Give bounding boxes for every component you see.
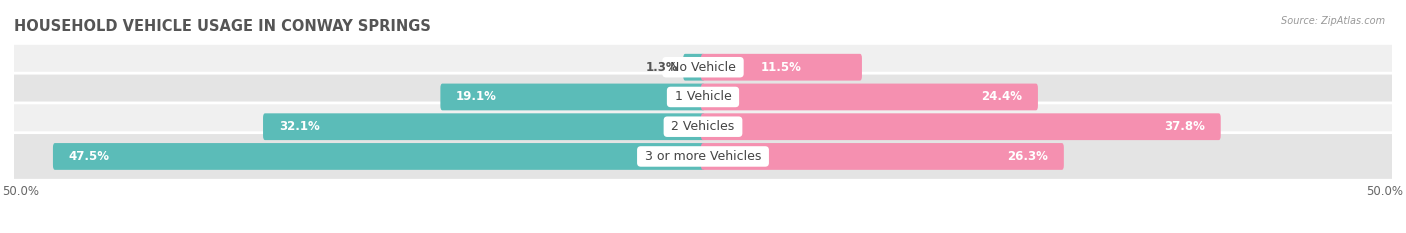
FancyBboxPatch shape xyxy=(10,103,1396,151)
Text: 19.1%: 19.1% xyxy=(456,90,496,103)
Text: 47.5%: 47.5% xyxy=(69,150,110,163)
FancyBboxPatch shape xyxy=(702,143,1064,170)
Text: 32.1%: 32.1% xyxy=(278,120,319,133)
FancyBboxPatch shape xyxy=(263,113,704,140)
Text: 37.8%: 37.8% xyxy=(1164,120,1205,133)
Text: 3 or more Vehicles: 3 or more Vehicles xyxy=(641,150,765,163)
Text: 24.4%: 24.4% xyxy=(981,90,1022,103)
FancyBboxPatch shape xyxy=(10,133,1396,180)
FancyBboxPatch shape xyxy=(683,54,704,81)
Text: 2 Vehicles: 2 Vehicles xyxy=(668,120,738,133)
FancyBboxPatch shape xyxy=(53,143,704,170)
Text: No Vehicle: No Vehicle xyxy=(666,61,740,74)
FancyBboxPatch shape xyxy=(10,73,1396,121)
Text: 11.5%: 11.5% xyxy=(761,61,801,74)
Text: HOUSEHOLD VEHICLE USAGE IN CONWAY SPRINGS: HOUSEHOLD VEHICLE USAGE IN CONWAY SPRING… xyxy=(14,19,430,34)
FancyBboxPatch shape xyxy=(702,84,1038,110)
FancyBboxPatch shape xyxy=(702,54,862,81)
Text: Source: ZipAtlas.com: Source: ZipAtlas.com xyxy=(1281,16,1385,26)
FancyBboxPatch shape xyxy=(440,84,704,110)
Text: 26.3%: 26.3% xyxy=(1007,150,1047,163)
Text: 1 Vehicle: 1 Vehicle xyxy=(671,90,735,103)
FancyBboxPatch shape xyxy=(10,43,1396,91)
Text: 1.3%: 1.3% xyxy=(645,61,679,74)
FancyBboxPatch shape xyxy=(702,113,1220,140)
